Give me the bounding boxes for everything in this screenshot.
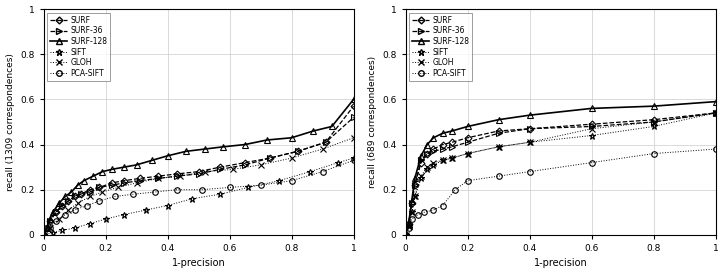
Legend: SURF, SURF-36, SURF-128, SIFT, GLOH, PCA-SIFT: SURF, SURF-36, SURF-128, SIFT, GLOH, PCA… — [47, 13, 110, 81]
Legend: SURF, SURF-36, SURF-128, SIFT, GLOH, PCA-SIFT: SURF, SURF-36, SURF-128, SIFT, GLOH, PCA… — [409, 13, 472, 81]
Y-axis label: recall (1309 correspondences): recall (1309 correspondences) — [6, 53, 14, 191]
Y-axis label: recall (689 correspondences): recall (689 correspondences) — [368, 56, 376, 188]
X-axis label: 1-precision: 1-precision — [172, 258, 225, 269]
X-axis label: 1-precision: 1-precision — [534, 258, 587, 269]
